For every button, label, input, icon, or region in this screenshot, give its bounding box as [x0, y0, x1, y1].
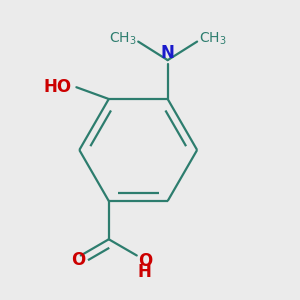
Text: N: N: [161, 44, 175, 62]
Text: O: O: [138, 252, 152, 270]
Text: CH$_3$: CH$_3$: [109, 31, 137, 47]
Text: O: O: [71, 251, 85, 269]
Text: CH$_3$: CH$_3$: [199, 31, 226, 47]
Text: H: H: [137, 263, 151, 281]
Text: HO: HO: [44, 78, 72, 96]
